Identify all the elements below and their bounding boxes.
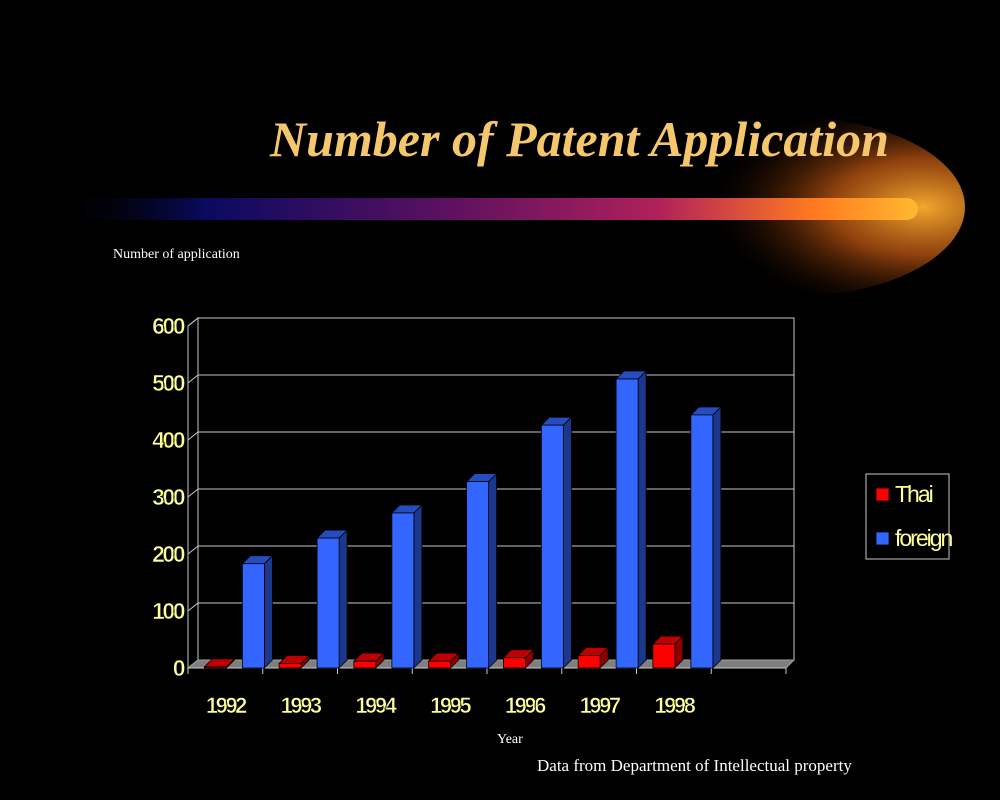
bar-foreign <box>241 563 265 669</box>
slide-title: Number of Patent Application <box>270 111 889 167</box>
bar-foreign <box>316 537 340 669</box>
y-axis-label: Number of application <box>113 247 240 262</box>
x-axis-label: Year <box>497 732 523 747</box>
bar-foreign <box>540 424 564 669</box>
legend-swatch-foreign <box>875 531 890 546</box>
bar-thai <box>577 655 601 669</box>
gridline-side <box>187 545 199 555</box>
x-tick-label: 1992 <box>206 693 247 718</box>
bar-foreign <box>615 378 639 669</box>
bar-side-foreign <box>263 554 273 669</box>
y-tick-label: 100 <box>152 598 185 624</box>
x-tick-label: 1996 <box>505 693 546 718</box>
x-tick-label: 1997 <box>580 693 621 718</box>
bar-side-foreign <box>413 503 423 669</box>
x-tick-label: 1993 <box>281 693 322 718</box>
gridline-side <box>187 431 199 441</box>
gridline-side <box>187 317 199 327</box>
legend-label-foreign: foreign <box>895 525 953 551</box>
bar-thai <box>428 660 452 669</box>
bar-foreign <box>391 512 415 669</box>
y-tick-label: 300 <box>152 484 185 510</box>
bar-thai <box>203 666 227 669</box>
bar-side-foreign <box>562 416 572 669</box>
y-tick-label: 500 <box>152 370 185 396</box>
bar-foreign <box>466 481 490 669</box>
gridline-side <box>187 488 199 498</box>
bar-foreign <box>690 414 714 669</box>
legend-label-thai: Thai <box>895 481 933 507</box>
gridline-side <box>187 602 199 612</box>
x-tick-label: 1994 <box>355 693 397 718</box>
x-tick-label: 1998 <box>654 693 695 718</box>
bar-thai <box>278 663 302 669</box>
source-note: Data from Department of Intellectual pro… <box>537 756 852 775</box>
y-tick-label: 600 <box>152 313 185 339</box>
bar-thai <box>652 643 676 669</box>
bar-side-foreign <box>712 405 722 669</box>
legend-swatch-thai <box>875 487 890 502</box>
bar-side-foreign <box>637 370 647 669</box>
bar-side-foreign <box>488 472 498 669</box>
bar-thai <box>353 660 377 669</box>
y-tick-label: 200 <box>152 541 185 567</box>
bar-side-foreign <box>338 529 348 669</box>
y-tick-label: 0 <box>173 655 185 681</box>
bar-thai <box>502 657 526 669</box>
y-tick-label: 400 <box>152 427 185 453</box>
x-tick-label: 1995 <box>430 693 471 718</box>
gridline-side <box>187 374 199 384</box>
